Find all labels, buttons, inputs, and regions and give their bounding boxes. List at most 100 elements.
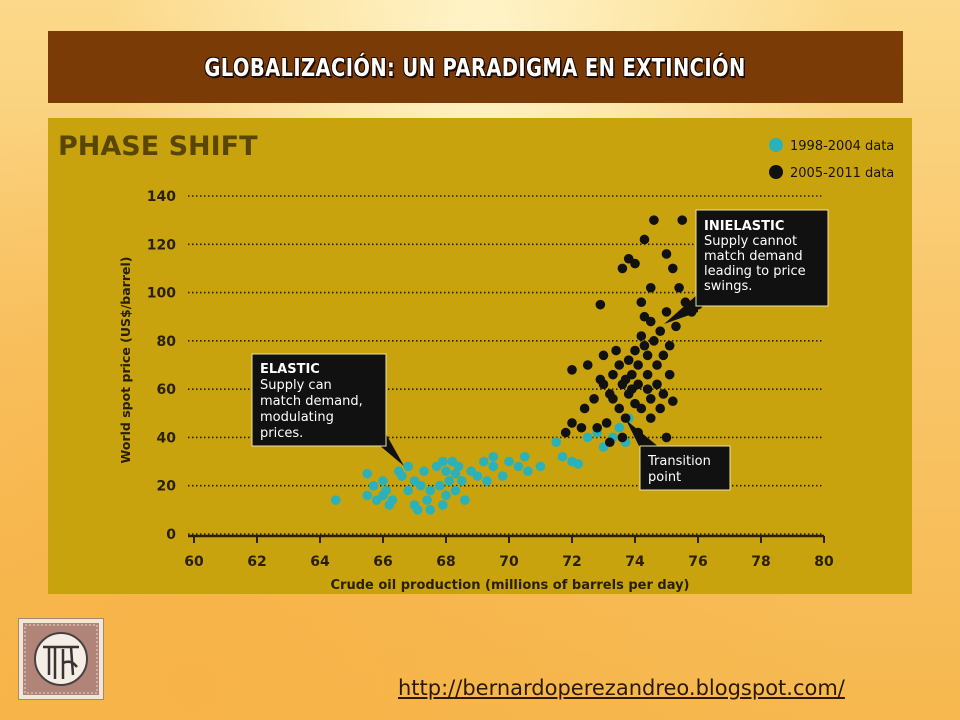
phase-shift-chart: PHASE SHIFT 1998-2004 data 2005-2011 dat… xyxy=(48,118,912,594)
scatter-point-series-1 xyxy=(557,451,568,462)
scatter-point-series-2 xyxy=(671,321,681,332)
scatter-point-series-1 xyxy=(412,505,423,515)
scatter-point-series-2 xyxy=(636,331,647,341)
scatter-point-series-1 xyxy=(479,456,489,467)
annotation-inelastic-text: INIELASTIC Supply cannot match demand le… xyxy=(704,219,810,294)
scatter-point-series-1 xyxy=(330,495,341,506)
scatter-point-series-2 xyxy=(633,379,643,390)
scatter-point-series-1 xyxy=(460,495,470,506)
annotation-inelastic-line: leading to price xyxy=(704,264,806,279)
scatter-point-series-2 xyxy=(560,427,571,438)
scatter-point-series-2 xyxy=(636,403,647,414)
scatter-point-series-2 xyxy=(677,215,688,225)
annotation-elastic: ELASTIC Supply can match demand, modulat… xyxy=(251,353,404,466)
scatter-point-series-2 xyxy=(652,379,662,390)
y-axis-label: World spot price (US$/barrel) xyxy=(118,257,133,464)
scatter-point-series-2 xyxy=(664,369,675,380)
scatter-point-series-1 xyxy=(450,485,461,496)
slide-title: GLOBALIZACIÓN: UN PARADIGMA EN EXTINCIÓN xyxy=(204,52,747,82)
scatter-point-series-2 xyxy=(649,336,659,346)
scatter-point-series-1 xyxy=(362,468,373,479)
scatter-point-series-1 xyxy=(551,437,562,448)
scatter-point-series-2 xyxy=(668,263,678,274)
scatter-point-series-1 xyxy=(482,476,492,486)
blog-url-link[interactable]: http://bernardoperezandreo.blogspot.com/ xyxy=(398,676,845,700)
x-tick-label: 64 xyxy=(310,554,330,570)
scatter-point-series-2 xyxy=(642,384,653,394)
scatter-point-series-2 xyxy=(645,394,656,404)
y-tick-label: 120 xyxy=(147,237,176,253)
scatter-point-series-2 xyxy=(661,307,672,317)
scatter-point-series-1 xyxy=(504,456,514,467)
scatter-point-series-2 xyxy=(655,403,665,414)
scatter-point-series-2 xyxy=(601,418,612,428)
scatter-point-series-2 xyxy=(645,282,656,293)
chart-title: PHASE SHIFT xyxy=(58,131,258,162)
scatter-point-series-2 xyxy=(608,394,618,404)
annotation-elastic-line: modulating xyxy=(260,410,334,425)
scatter-point-series-2 xyxy=(645,316,656,327)
y-tick-label: 80 xyxy=(157,334,177,350)
chart-svg: PHASE SHIFT 1998-2004 data 2005-2011 dat… xyxy=(58,131,894,593)
scatter-point-series-2 xyxy=(620,413,631,423)
axis-ticks: 0 20 40 60 80 100 120 140 60 62 64 66 68 70 72 74 76 78 80 xyxy=(147,189,834,570)
scatter-point-series-2 xyxy=(608,369,618,380)
y-tick-label: 100 xyxy=(147,286,176,302)
scatter-point-series-1 xyxy=(573,459,584,469)
blog-logo xyxy=(18,618,104,700)
scatter-point-series-1 xyxy=(444,476,454,486)
y-tick-label: 0 xyxy=(166,527,176,543)
scatter-point-series-1 xyxy=(519,451,530,462)
scatter-point-series-1 xyxy=(513,461,524,472)
scatter-point-series-2 xyxy=(633,360,643,370)
slide-title-bar: GLOBALIZACIÓN: UN PARADIGMA EN EXTINCIÓN xyxy=(48,31,903,103)
scatter-point-series-2 xyxy=(658,350,669,361)
scatter-point-series-1 xyxy=(450,468,461,479)
scatter-point-series-1 xyxy=(403,485,414,496)
scatter-point-series-2 xyxy=(636,297,647,308)
scatter-point-series-2 xyxy=(642,369,653,380)
scatter-point-series-2 xyxy=(674,282,684,293)
scatter-point-series-1 xyxy=(362,490,373,501)
legend: 1998-2004 data 2005-2011 data xyxy=(769,138,894,181)
annotation-transition-text: Transition point xyxy=(647,454,715,485)
x-tick-label: 68 xyxy=(436,554,455,570)
scatter-point-series-2 xyxy=(589,394,599,404)
x-tick-label: 74 xyxy=(625,554,645,570)
scatter-point-series-2 xyxy=(592,422,602,433)
scatter-point-series-1 xyxy=(416,480,426,491)
scatter-point-series-1 xyxy=(488,451,499,462)
x-tick-label: 66 xyxy=(373,554,392,570)
scatter-point-series-2 xyxy=(652,360,662,370)
scatter-point-series-2 xyxy=(655,326,665,336)
annotation-elastic-line: match demand, xyxy=(260,394,363,409)
scatter-point-series-1 xyxy=(403,461,414,472)
annotation-elastic-text: ELASTIC Supply can match demand, modulat… xyxy=(260,362,367,441)
annotation-inelastic-pointer xyxy=(664,294,698,324)
y-tick-label: 140 xyxy=(147,189,176,205)
logo-emblem-icon xyxy=(23,623,99,695)
scatter-point-series-1 xyxy=(378,476,388,486)
scatter-point-series-2 xyxy=(642,350,653,361)
scatter-point-series-2 xyxy=(567,418,577,428)
scatter-point-series-2 xyxy=(598,350,609,361)
scatter-point-series-1 xyxy=(434,480,445,491)
x-tick-label: 72 xyxy=(562,554,581,570)
scatter-point-series-2 xyxy=(567,365,577,375)
scatter-point-series-1 xyxy=(419,466,429,477)
x-tick-label: 80 xyxy=(814,554,834,570)
scatter-point-series-2 xyxy=(582,360,593,370)
data-points xyxy=(330,215,703,515)
scatter-point-series-1 xyxy=(441,490,451,501)
scatter-point-series-2 xyxy=(627,369,637,380)
scatter-point-series-2 xyxy=(611,345,621,356)
legend-marker-series-2 xyxy=(769,165,783,179)
scatter-point-series-2 xyxy=(661,249,672,259)
legend-label-series-1: 1998-2004 data xyxy=(790,139,894,154)
scatter-point-series-2 xyxy=(639,234,650,245)
scatter-point-series-1 xyxy=(497,471,508,481)
annotation-inelastic-line: match demand xyxy=(704,249,803,264)
scatter-point-series-1 xyxy=(387,495,398,506)
legend-marker-series-1 xyxy=(769,138,783,152)
scatter-point-series-1 xyxy=(523,466,533,477)
